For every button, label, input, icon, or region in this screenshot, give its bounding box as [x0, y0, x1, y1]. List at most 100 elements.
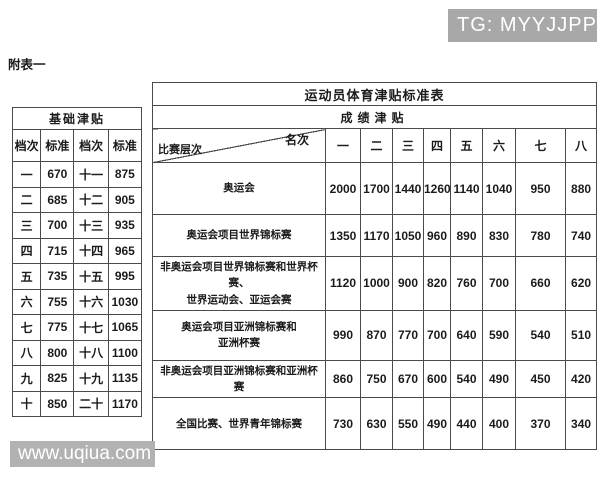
- subsidy-value-cell: 1170: [360, 214, 393, 257]
- subsidy-value-cell: 760: [450, 256, 483, 311]
- basic-table-row: 一 670 十一 875: [11, 161, 143, 188]
- grade-cell: 六: [11, 288, 42, 315]
- subsidy-value-cell: 750: [360, 359, 393, 399]
- grade-cell: 十三: [73, 212, 109, 239]
- standard-value-cell: 670: [40, 161, 75, 188]
- grade-cell: 三: [11, 212, 42, 239]
- subsidy-value-cell: 620: [564, 256, 598, 311]
- standard-value-cell: 1030: [107, 288, 143, 315]
- subsidy-value-cell: 660: [515, 256, 566, 311]
- basic-column-header: 标准: [40, 129, 75, 162]
- standard-value-cell: 995: [107, 263, 143, 290]
- subsidy-value-cell: 830: [482, 214, 516, 257]
- grade-cell: 二: [11, 186, 42, 213]
- performance-table-row: 全国比赛、世界青年锦标赛 730 630 550 490 440 400 370 340: [152, 397, 598, 451]
- grade-cell: 十九: [73, 365, 109, 392]
- performance-table-title-row: 运动员体育津贴标准表: [151, 82, 598, 106]
- grade-cell: 二十: [73, 390, 109, 417]
- basic-table-row: 四 715 十四 965: [11, 237, 143, 264]
- standard-value-cell: 905: [107, 186, 143, 213]
- subsidy-value-cell: 880: [564, 162, 598, 215]
- rank-column-header: 一: [325, 128, 361, 163]
- grade-cell: 十六: [73, 288, 109, 315]
- subsidy-value-cell: 730: [325, 397, 361, 451]
- subsidy-value-cell: 440: [450, 397, 483, 451]
- competition-label-cell: 非奥运会项目世界锦标赛和世界杯赛、 世界运动会、亚运会赛: [152, 256, 326, 311]
- basic-table-row: 十 850 二十 1170: [11, 390, 143, 417]
- diagonal-header-cell: 名次 比赛层次: [152, 128, 326, 163]
- subsidy-value-cell: 600: [423, 359, 451, 399]
- basic-table-row: 八 800 十八 1100: [11, 339, 143, 366]
- subsidy-value-cell: 340: [564, 397, 598, 451]
- basic-table-title: 基础津贴: [12, 107, 142, 130]
- grade-cell: 十七: [73, 314, 109, 341]
- performance-table-row: 非奥运会项目世界锦标赛和世界杯赛、 世界运动会、亚运会赛 1120 1000 900 8…: [152, 256, 598, 311]
- tg-watermark-badge: TG: MYYJJPP: [448, 9, 597, 42]
- standard-value-cell: 825: [40, 365, 75, 392]
- subsidy-value-cell: 700: [482, 256, 516, 311]
- grade-cell: 五: [11, 263, 42, 290]
- subsidy-value-cell: 900: [392, 256, 424, 311]
- subsidy-value-cell: 640: [450, 309, 483, 361]
- standard-value-cell: 755: [40, 288, 75, 315]
- grade-cell: 十一: [73, 161, 109, 188]
- performance-table-header-row: 名次 比赛层次 一二三四五六七八: [152, 128, 598, 163]
- competition-label-cell: 奥运会项目世界锦标赛: [152, 214, 326, 257]
- subsidy-value-cell: 780: [515, 214, 566, 257]
- subsidy-value-cell: 770: [392, 309, 424, 361]
- subsidy-value-cell: 490: [423, 397, 451, 451]
- subsidy-value-cell: 820: [423, 256, 451, 311]
- performance-table-row: 奥运会项目亚洲锦标赛和 亚洲杯赛 990 870 770 700 640 590 540 510: [152, 309, 598, 361]
- grade-cell: 十: [11, 390, 42, 417]
- rank-column-header: 六: [482, 128, 516, 163]
- basic-table-title-row: 基础津贴: [12, 107, 142, 130]
- competition-label-cell: 奥运会: [152, 162, 326, 215]
- subsidy-value-cell: 450: [515, 359, 566, 399]
- competition-label-cell: 全国比赛、世界青年锦标赛: [152, 397, 326, 451]
- competition-label-cell: 非奥运会项目亚洲锦标赛和亚洲杯赛: [152, 359, 326, 399]
- standard-value-cell: 800: [40, 339, 75, 366]
- subsidy-value-cell: 490: [482, 359, 516, 399]
- basic-column-header: 标准: [107, 129, 143, 162]
- subsidy-value-cell: 370: [515, 397, 566, 451]
- subsidy-value-cell: 960: [423, 214, 451, 257]
- site-watermark: www.uqiua.com: [10, 441, 155, 467]
- performance-table-subtitle: 成绩津贴: [151, 105, 598, 129]
- subsidy-value-cell: 1000: [360, 256, 393, 311]
- subsidy-value-cell: 420: [564, 359, 598, 399]
- grade-cell: 九: [11, 365, 42, 392]
- subsidy-value-cell: 590: [482, 309, 516, 361]
- subsidy-value-cell: 1040: [482, 162, 516, 215]
- subsidy-value-cell: 1120: [325, 256, 361, 311]
- subsidy-value-cell: 1050: [392, 214, 424, 257]
- basic-column-header: 档次: [73, 129, 109, 162]
- grade-cell: 十二: [73, 186, 109, 213]
- grade-cell: 十四: [73, 237, 109, 264]
- grade-cell: 十五: [73, 263, 109, 290]
- standard-value-cell: 1135: [107, 365, 143, 392]
- subsidy-value-cell: 700: [423, 309, 451, 361]
- subsidy-value-cell: 990: [325, 309, 361, 361]
- rank-column-header: 四: [423, 128, 451, 163]
- subsidy-value-cell: 1700: [360, 162, 393, 215]
- performance-table-row: 奥运会 2000 1700 1440 1260 1140 1040 950 880: [152, 162, 598, 215]
- subsidy-value-cell: 740: [564, 214, 598, 257]
- grade-cell: 八: [11, 339, 42, 366]
- subsidy-value-cell: 540: [450, 359, 483, 399]
- rank-column-header: 八: [564, 128, 598, 163]
- standard-value-cell: 1065: [107, 314, 143, 341]
- standard-value-cell: 685: [40, 186, 75, 213]
- basic-table-row: 七 775 十七 1065: [11, 314, 143, 341]
- grade-cell: 一: [11, 161, 42, 188]
- rank-column-header: 二: [360, 128, 393, 163]
- performance-table-subtitle-row: 成绩津贴: [151, 105, 598, 129]
- competition-label-cell: 奥运会项目亚洲锦标赛和 亚洲杯赛: [152, 309, 326, 361]
- subsidy-value-cell: 860: [325, 359, 361, 399]
- rank-axis-label: 名次: [284, 133, 309, 147]
- grade-cell: 七: [11, 314, 42, 341]
- basic-table-row: 二 685 十二 905: [11, 186, 143, 213]
- table-caption: 附表一: [8, 58, 46, 72]
- subsidy-value-cell: 870: [360, 309, 393, 361]
- rank-column-header: 七: [515, 128, 566, 163]
- subsidy-value-cell: 670: [392, 359, 424, 399]
